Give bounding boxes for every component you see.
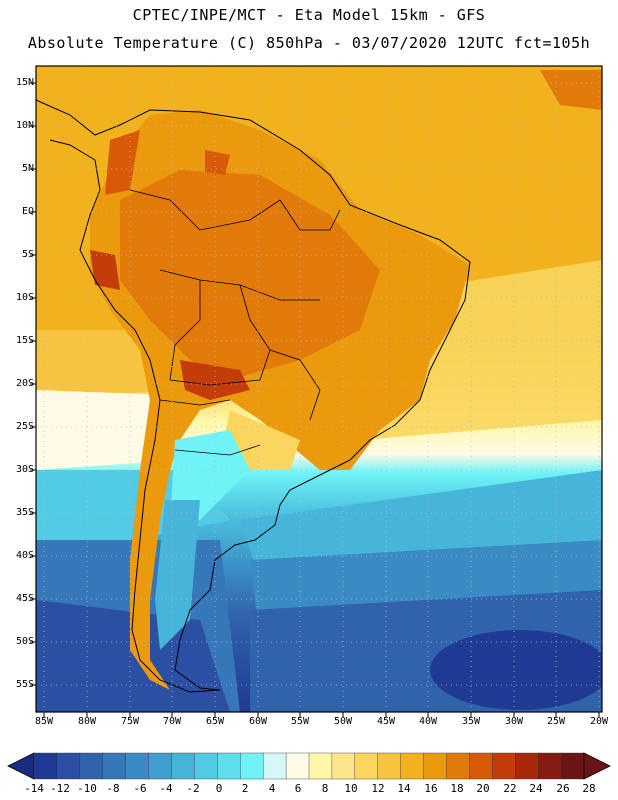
map-field	[36, 66, 602, 712]
lat-label: 35S	[15, 507, 34, 518]
lon-label: 55W	[290, 716, 310, 727]
colorbar-label: 24	[529, 782, 543, 795]
lat-label: 25S	[15, 421, 34, 432]
colorbar-label: -2	[186, 782, 200, 795]
colorbar-label: 4	[268, 782, 276, 795]
colorbar-cell	[148, 752, 173, 780]
lat-label: 50S	[15, 636, 34, 647]
colorbar-high-arrow	[583, 752, 611, 780]
colorbar-label: -4	[159, 782, 173, 795]
colorbar-cell	[331, 752, 356, 780]
lat-label: 30S	[15, 464, 34, 475]
colorbar-cell	[469, 752, 493, 780]
colorbar-cell	[56, 752, 81, 780]
colorbar-label: 18	[450, 782, 464, 795]
lon-label: 70W	[162, 716, 182, 727]
colorbar-cell	[423, 752, 447, 780]
lon-label: 20W	[589, 716, 609, 727]
lat-label: 10S	[15, 292, 34, 303]
lon-label: 85W	[34, 716, 54, 727]
lon-label: 80W	[77, 716, 97, 727]
title-line-1: CPTEC/INPE/MCT - Eta Model 15km - GFS	[132, 6, 486, 24]
lat-label: 5N	[21, 163, 34, 174]
colorbar-cell	[240, 752, 264, 780]
lat-label: 40S	[15, 550, 34, 561]
colorbar-cell	[217, 752, 241, 780]
colorbar-cell	[79, 752, 104, 780]
country-borders	[129, 189, 341, 456]
lat-label: 20S	[15, 378, 34, 389]
colorbar-cell	[308, 752, 333, 780]
colorbar-cell	[446, 752, 470, 780]
colorbar-label: -6	[133, 782, 147, 795]
lat-label: 15N	[15, 77, 34, 88]
colorbar-cell	[400, 752, 425, 780]
colorbar-cell	[515, 752, 539, 780]
colorbar-cell	[377, 752, 402, 780]
colorbar-label: -8	[106, 782, 120, 795]
lon-label: 75W	[120, 716, 140, 727]
coastline	[35, 99, 471, 693]
lon-label: 45W	[376, 716, 396, 727]
colorbar-cell	[102, 752, 127, 780]
lon-label: 50W	[333, 716, 353, 727]
colorbar-cell	[354, 752, 379, 780]
colorbar-label: 8	[321, 782, 329, 795]
lat-label: 15S	[15, 335, 34, 346]
colorbar-cell	[194, 752, 218, 780]
lat-label: 45S	[15, 593, 34, 604]
title-line-2: Absolute Temperature (C) 850hPa - 03/07/…	[27, 34, 591, 52]
colorbar-cell	[33, 752, 58, 780]
lon-label: 40W	[418, 716, 438, 727]
colorbar-label: -10	[77, 782, 97, 795]
lat-label: 55S	[15, 679, 34, 690]
lon-label: 60W	[248, 716, 268, 727]
lat-label: EQ	[21, 206, 34, 217]
colorbar-cell	[171, 752, 195, 780]
map-frame	[35, 65, 603, 713]
colorbar-label: 26	[556, 782, 570, 795]
colorbar-cell	[285, 752, 310, 780]
colorbar-label: 14	[397, 782, 411, 795]
colorbar-label: 0	[215, 782, 223, 795]
lat-label: 10N	[15, 120, 34, 131]
colorbar-label: 16	[424, 782, 438, 795]
colorbar-low-arrow	[7, 752, 35, 780]
colorbar-label: 22	[503, 782, 517, 795]
colorbar-cell	[125, 752, 150, 780]
colorbar-cell	[560, 752, 585, 780]
lat-label: 5S	[21, 249, 34, 260]
lon-label: 65W	[205, 716, 225, 727]
colorbar-label: 2	[241, 782, 249, 795]
colorbar-label: 20	[476, 782, 490, 795]
colorbar-label: 28	[582, 782, 596, 795]
colorbar	[7, 752, 611, 780]
lon-label: 25W	[546, 716, 566, 727]
colorbar-cell	[537, 752, 562, 780]
lon-label: 30W	[504, 716, 524, 727]
colorbar-label: 12	[371, 782, 385, 795]
lon-label: 35W	[461, 716, 481, 727]
colorbar-label: 10	[344, 782, 358, 795]
colorbar-label: -12	[50, 782, 70, 795]
colorbar-label: -14	[24, 782, 44, 795]
colorbar-cell	[262, 752, 287, 780]
colorbar-cell	[492, 752, 516, 780]
colorbar-label: 6	[294, 782, 302, 795]
